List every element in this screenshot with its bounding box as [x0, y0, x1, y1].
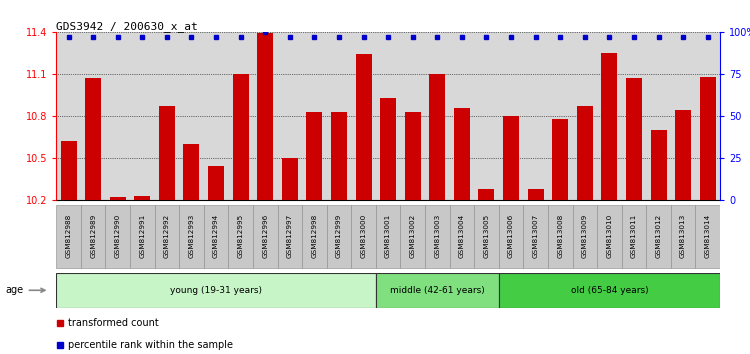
Bar	[61, 141, 76, 200]
Bar	[282, 158, 298, 200]
Bar	[503, 116, 519, 200]
Text: GSM812994: GSM812994	[213, 214, 219, 258]
FancyBboxPatch shape	[81, 205, 106, 268]
FancyBboxPatch shape	[106, 205, 130, 268]
Bar	[184, 144, 200, 200]
Bar	[602, 53, 617, 200]
Text: middle (42-61 years): middle (42-61 years)	[390, 286, 484, 295]
FancyBboxPatch shape	[499, 273, 720, 308]
Text: GSM813010: GSM813010	[606, 214, 612, 258]
Bar	[159, 106, 175, 200]
Text: GSM813011: GSM813011	[631, 214, 637, 258]
Bar	[86, 78, 101, 200]
Text: GSM812989: GSM812989	[90, 214, 96, 258]
Text: GSM812995: GSM812995	[238, 214, 244, 258]
Text: GSM812999: GSM812999	[336, 214, 342, 258]
FancyBboxPatch shape	[228, 205, 253, 268]
Bar	[257, 33, 273, 200]
Text: old (65-84 years): old (65-84 years)	[571, 286, 648, 295]
FancyBboxPatch shape	[695, 205, 720, 268]
Bar	[528, 189, 544, 200]
Text: GSM812990: GSM812990	[115, 214, 121, 258]
FancyBboxPatch shape	[670, 205, 695, 268]
Bar	[134, 196, 150, 200]
Text: GSM813003: GSM813003	[434, 214, 440, 258]
Bar	[552, 119, 568, 200]
Text: GSM812993: GSM812993	[188, 214, 194, 258]
Text: GSM812998: GSM812998	[311, 214, 317, 258]
FancyBboxPatch shape	[597, 205, 622, 268]
Bar	[650, 130, 667, 200]
Bar	[577, 106, 592, 200]
Bar	[208, 166, 224, 200]
Text: young (19-31 years): young (19-31 years)	[170, 286, 262, 295]
FancyBboxPatch shape	[425, 205, 449, 268]
FancyBboxPatch shape	[204, 205, 228, 268]
Bar	[356, 54, 371, 200]
FancyBboxPatch shape	[449, 205, 474, 268]
Bar	[675, 110, 691, 200]
FancyBboxPatch shape	[376, 205, 400, 268]
Text: GSM813004: GSM813004	[459, 214, 465, 258]
Text: GSM813005: GSM813005	[484, 214, 490, 258]
FancyBboxPatch shape	[179, 205, 204, 268]
FancyBboxPatch shape	[400, 205, 425, 268]
FancyBboxPatch shape	[302, 205, 327, 268]
FancyBboxPatch shape	[351, 205, 376, 268]
Text: GSM813013: GSM813013	[680, 214, 686, 258]
Text: GSM813007: GSM813007	[532, 214, 538, 258]
FancyBboxPatch shape	[376, 273, 499, 308]
Bar	[454, 108, 470, 200]
Bar	[232, 74, 248, 200]
Text: percentile rank within the sample: percentile rank within the sample	[68, 339, 232, 350]
FancyBboxPatch shape	[56, 205, 81, 268]
Bar	[331, 112, 347, 200]
Text: transformed count: transformed count	[68, 318, 158, 329]
FancyBboxPatch shape	[154, 205, 179, 268]
FancyBboxPatch shape	[646, 205, 670, 268]
Bar	[380, 98, 396, 200]
Bar	[626, 78, 642, 200]
FancyBboxPatch shape	[327, 205, 351, 268]
Text: GSM812997: GSM812997	[286, 214, 292, 258]
FancyBboxPatch shape	[56, 273, 376, 308]
Bar	[429, 74, 445, 200]
Bar	[405, 112, 421, 200]
FancyBboxPatch shape	[474, 205, 499, 268]
FancyBboxPatch shape	[253, 205, 278, 268]
Text: age: age	[6, 285, 45, 295]
Bar	[110, 197, 126, 200]
Bar	[700, 77, 715, 200]
Text: GSM813008: GSM813008	[557, 214, 563, 258]
Text: GSM813000: GSM813000	[361, 214, 367, 258]
Text: GSM813002: GSM813002	[410, 214, 416, 258]
Text: GSM812991: GSM812991	[140, 214, 146, 258]
FancyBboxPatch shape	[499, 205, 523, 268]
Text: GSM813001: GSM813001	[386, 214, 392, 258]
FancyBboxPatch shape	[622, 205, 646, 268]
Text: GSM813012: GSM813012	[656, 214, 662, 258]
FancyBboxPatch shape	[524, 205, 548, 268]
Text: GDS3942 / 200630_x_at: GDS3942 / 200630_x_at	[56, 21, 198, 32]
FancyBboxPatch shape	[130, 205, 154, 268]
Text: GSM812992: GSM812992	[164, 214, 170, 258]
Bar	[307, 112, 322, 200]
Text: GSM813014: GSM813014	[705, 214, 711, 258]
Text: GSM813006: GSM813006	[508, 214, 514, 258]
FancyBboxPatch shape	[278, 205, 302, 268]
Text: GSM812996: GSM812996	[262, 214, 268, 258]
FancyBboxPatch shape	[548, 205, 572, 268]
Text: GSM813009: GSM813009	[582, 214, 588, 258]
Text: GSM812988: GSM812988	[65, 214, 71, 258]
Bar	[478, 189, 494, 200]
FancyBboxPatch shape	[572, 205, 597, 268]
